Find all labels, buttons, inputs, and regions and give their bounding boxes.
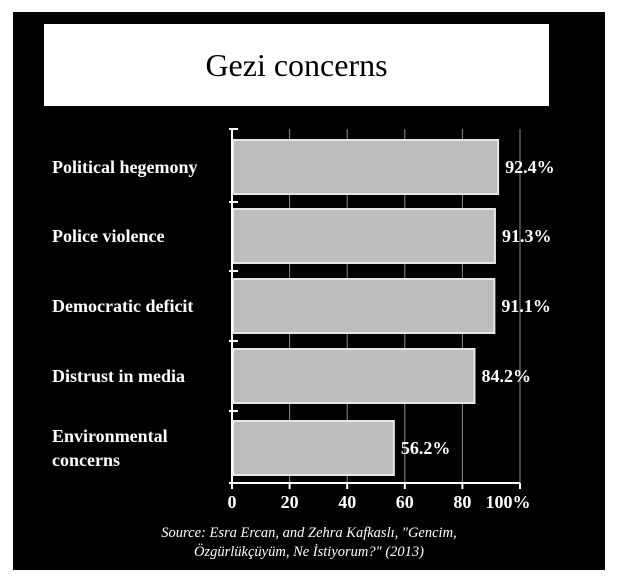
bar (232, 139, 500, 195)
x-tick-label: 60 (396, 492, 414, 512)
bar (232, 208, 496, 264)
x-tick-label: 80 (453, 492, 471, 512)
category-label: Democratic deficit (52, 296, 193, 316)
value-label: 92.4% (505, 157, 555, 177)
chart-panel: Gezi concerns 92.4% Political hegemony 91.… (13, 12, 605, 570)
value-label: 91.3% (502, 226, 551, 246)
category-label: Environmental (52, 426, 168, 446)
x-tick-label: 100% (486, 492, 531, 512)
category-label: Police violence (52, 226, 164, 246)
chart-title-box: Gezi concerns (44, 24, 549, 106)
bar (232, 348, 476, 404)
value-label: 84.2% (481, 366, 530, 386)
x-tick-label: 20 (281, 492, 299, 512)
x-tick-label: 0 (228, 492, 237, 512)
bar (232, 420, 395, 476)
category-label: Political hegemony (52, 157, 197, 177)
source-note: Source: Esra Ercan, and Zehra Kafkaslı, … (13, 524, 605, 562)
x-tick-label: 40 (338, 492, 356, 512)
category-label: Distrust in media (52, 366, 185, 386)
category-label: concerns (52, 450, 120, 470)
bar (232, 278, 496, 334)
chart-title: Gezi concerns (205, 46, 388, 83)
value-label: 91.1% (501, 296, 551, 316)
source-line-1: Source: Esra Ercan, and Zehra Kafkaslı, … (161, 525, 457, 541)
source-line-2: Özgürlükçüyüm, Ne İstiyorum?" (2013) (194, 544, 424, 560)
bar-chart: 92.4% Political hegemony 91.3% Police viole… (52, 128, 555, 512)
value-label: 56.2% (401, 438, 451, 458)
